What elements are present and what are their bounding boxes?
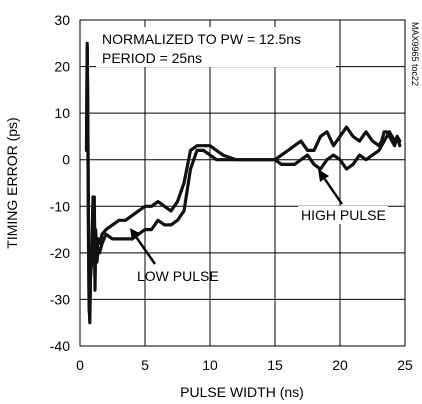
low-pulse-arrowhead	[130, 228, 141, 241]
y-axis-title: TIMING ERROR (ps)	[4, 117, 20, 248]
series-high-pulse-line	[84, 41, 402, 325]
y-tick-label: 20	[54, 59, 70, 75]
series-low-pulse-line	[84, 46, 402, 320]
y-tick-label: -30	[50, 291, 70, 307]
series-lines	[84, 41, 402, 325]
annotation-low-pulse: LOW PULSE	[137, 268, 219, 284]
y-tick-labels: -40 -30 -20 -10 0 10 20 30	[50, 12, 70, 354]
y-tick-label: 10	[54, 105, 70, 121]
grid-lines	[80, 20, 405, 346]
x-tick-label: 15	[267, 357, 283, 373]
x-tick-label: 10	[202, 357, 218, 373]
x-tick-label: 20	[332, 357, 348, 373]
high-pulse-arrowhead	[318, 169, 329, 182]
annotation-normalized: NORMALIZED TO PW = 12.5ns	[102, 31, 301, 47]
y-tick-label: -10	[50, 198, 70, 214]
chart-id-label: MAX9965 toc22	[410, 22, 420, 86]
x-tick-label: 25	[397, 357, 413, 373]
x-tick-label: 0	[76, 357, 84, 373]
y-tick-label: 30	[54, 12, 70, 28]
x-axis-title: PULSE WIDTH (ns)	[180, 384, 304, 400]
x-tick-label: 5	[141, 357, 149, 373]
annotation-high-pulse: HIGH PULSE	[301, 207, 386, 223]
y-tick-label: -40	[50, 338, 70, 354]
annotation-period: PERIOD = 25ns	[102, 50, 202, 66]
x-tick-labels: 0 5 10 15 20 25	[76, 357, 413, 373]
y-tick-label: -20	[50, 245, 70, 261]
low-pulse-arrow	[133, 233, 156, 265]
y-tick-label: 0	[62, 152, 70, 168]
high-pulse-label-bg	[298, 206, 388, 224]
plot-frame	[79, 19, 406, 347]
high-pulse-arrow	[321, 174, 343, 205]
annotation-background	[96, 27, 336, 67]
